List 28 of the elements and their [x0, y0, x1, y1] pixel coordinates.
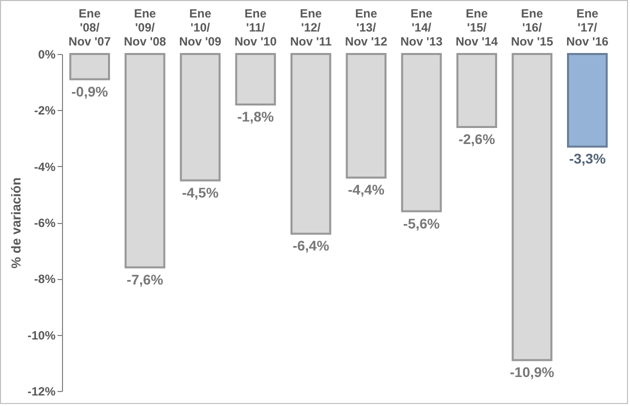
y-tick-label: -12% [27, 384, 56, 398]
x-tick-label: Ene '16/ Nov '15 [510, 6, 554, 48]
data-label: -4,5% [182, 184, 220, 200]
x-tick-label: Ene '14/ Nov '13 [400, 6, 443, 48]
data-label: -2,6% [458, 131, 496, 148]
y-tick-label: -2% [34, 104, 56, 118]
x-tick-label: Ene '13/ Nov '12 [345, 6, 388, 48]
y-tick-label: -8% [34, 272, 56, 286]
data-label: -3,3% [569, 150, 606, 167]
x-tick-label: Ene '15/ Nov '14 [456, 6, 498, 48]
y-tick-label: -10% [27, 328, 56, 342]
data-label: -1,8% [237, 108, 274, 125]
x-tick-label: Ene '09/ Nov '08 [124, 6, 166, 48]
x-tick-label: Ene '17/ Nov '16 [566, 6, 609, 48]
data-label: -5,6% [403, 215, 440, 232]
x-tick-label: Ene '12/ Nov '11 [290, 6, 332, 48]
y-tick-label: -6% [34, 216, 56, 230]
y-axis-title: % de variación [8, 177, 24, 269]
data-label: -4,4% [348, 182, 385, 198]
y-tick-label: 0% [38, 48, 56, 62]
data-label: -10,9% [510, 364, 555, 380]
x-tick-label: Ene '11/ Nov '10 [234, 6, 277, 48]
x-tick-label: Ene '10/ Nov '09 [179, 6, 222, 48]
data-label: -6,4% [292, 238, 330, 254]
data-label: -7,6% [126, 271, 164, 288]
data-label: -0,9% [71, 83, 108, 100]
x-tick-label: Ene '08/ Nov '07 [68, 6, 112, 48]
y-tick-label: -4% [34, 160, 56, 174]
